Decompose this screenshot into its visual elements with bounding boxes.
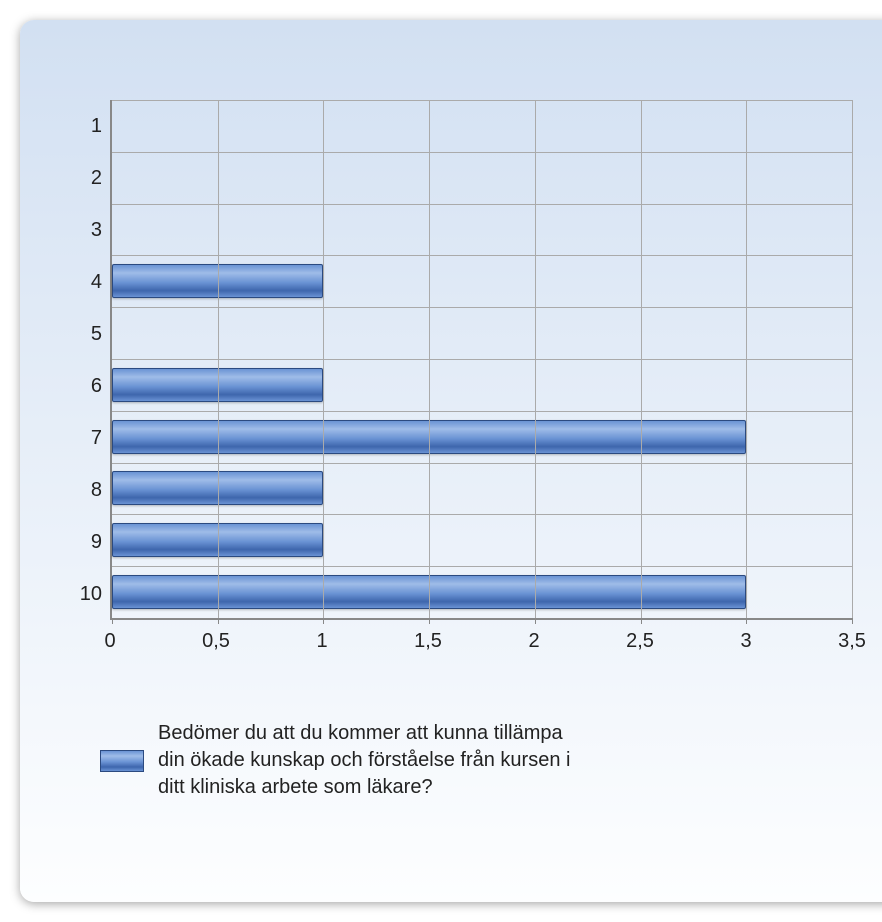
y-tick-label: 3 <box>91 219 102 242</box>
y-axis: 1 2 3 4 5 6 7 8 9 10 <box>70 100 110 620</box>
y-tick-label: 6 <box>91 375 102 398</box>
bar-slot <box>112 368 852 402</box>
h-gridline <box>112 204 852 205</box>
y-tick-label: 7 <box>91 427 102 450</box>
plot-area: 1 2 3 4 5 6 7 8 9 10 <box>70 100 852 620</box>
bar-slot <box>112 161 852 195</box>
legend-swatch <box>100 750 144 772</box>
y-tick-label: 1 <box>91 115 102 138</box>
h-gridline <box>112 463 852 464</box>
bar-slot <box>112 212 852 246</box>
h-gridline <box>112 411 852 412</box>
legend-label: Bedömer du att du kommer att kunna tillä… <box>158 720 580 801</box>
x-tick-label: 3,5 <box>838 630 866 653</box>
h-gridline <box>112 359 852 360</box>
chart-panel: 1 2 3 4 5 6 7 8 9 10 0 0,5 1 1,5 2 2,5 3 3,5 Bedömer du … <box>20 20 882 902</box>
plot <box>110 100 852 620</box>
x-tick-label: 2 <box>528 630 539 653</box>
bar-slot <box>112 264 852 298</box>
bar-slot <box>112 471 852 505</box>
h-gridline <box>112 514 852 515</box>
v-gridline <box>641 100 642 618</box>
x-tick-label: 1,5 <box>414 630 442 653</box>
y-tick-label: 8 <box>91 479 102 502</box>
bar-slot <box>112 420 852 454</box>
h-gridline <box>112 255 852 256</box>
x-axis: 00,511,522,533,5 <box>110 620 852 660</box>
v-gridline <box>218 100 219 618</box>
v-gridline <box>535 100 536 618</box>
h-gridline <box>112 152 852 153</box>
x-tick-label: 0 <box>104 630 115 653</box>
x-tick-label: 3 <box>740 630 751 653</box>
bar-slot <box>112 316 852 350</box>
legend: Bedömer du att du kommer att kunna tillä… <box>100 720 580 801</box>
y-tick-label: 2 <box>91 167 102 190</box>
v-gridline <box>746 100 747 618</box>
v-gridline <box>852 100 853 618</box>
bar-slot <box>112 109 852 143</box>
x-tick-label: 1 <box>316 630 327 653</box>
x-tick-label: 0,5 <box>202 630 230 653</box>
h-gridline <box>112 307 852 308</box>
bar-slot <box>112 523 852 557</box>
y-tick-label: 10 <box>80 583 102 606</box>
v-gridline <box>323 100 324 618</box>
y-tick-label: 4 <box>91 271 102 294</box>
x-tick-label: 2,5 <box>626 630 654 653</box>
y-tick-label: 9 <box>91 531 102 554</box>
h-gridline <box>112 566 852 567</box>
y-tick-label: 5 <box>91 323 102 346</box>
bar-slot <box>112 575 852 609</box>
v-gridline <box>429 100 430 618</box>
